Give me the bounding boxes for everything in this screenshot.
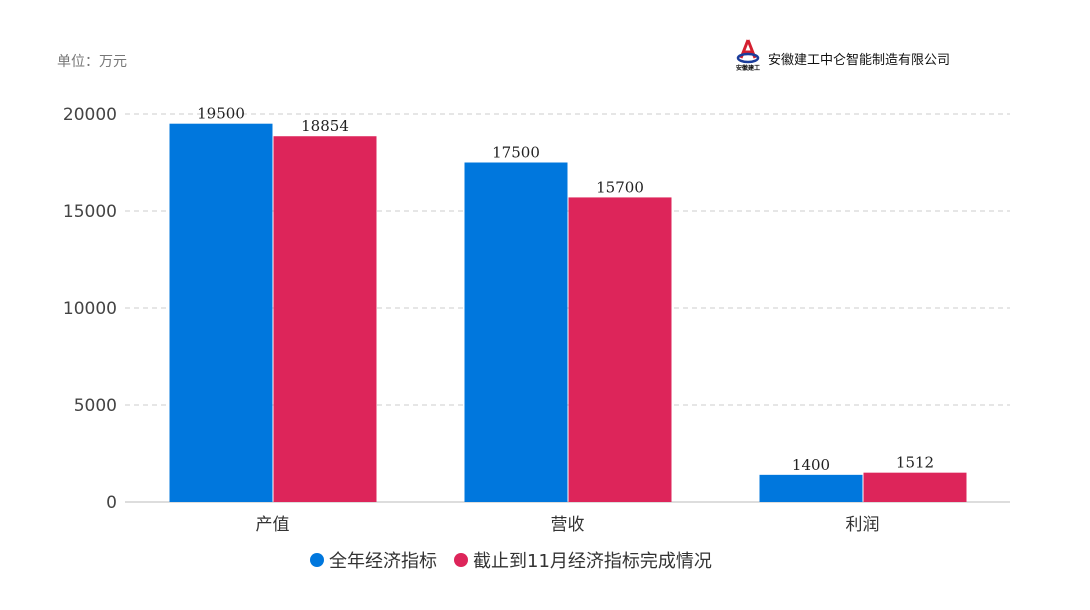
bar: [169, 123, 273, 502]
bar: [568, 197, 672, 503]
data-label: 15700: [596, 178, 644, 196]
y-tick-label: 10000: [63, 299, 117, 319]
data-label: 17500: [492, 144, 540, 162]
y-tick-label: 20000: [63, 105, 117, 125]
y-tick-label: 5000: [74, 396, 117, 416]
y-tick-label: 0: [106, 493, 117, 513]
y-tick-label: 15000: [63, 202, 117, 222]
unit-label: 单位：万元: [57, 54, 127, 70]
svg-text:安徽建工: 安徽建工: [736, 64, 760, 72]
legend-item: 截止到11月经济指标完成情况: [473, 551, 712, 572]
x-tick-label: 营收: [551, 515, 585, 535]
data-label: 1400: [792, 456, 830, 474]
bar: [273, 136, 377, 502]
legend-item: 全年经济指标: [329, 551, 437, 572]
x-tick-label: 利润: [846, 515, 880, 535]
bar: [464, 162, 568, 502]
legend-marker: [454, 553, 468, 567]
x-tick-label: 产值: [256, 515, 290, 535]
company-logo: 安徽建工: [736, 39, 760, 72]
legend-marker: [310, 553, 324, 567]
bar: [759, 474, 863, 502]
data-label: 1512: [896, 454, 934, 472]
bar: [863, 472, 967, 502]
company-name: 安徽建工中仑智能制造有限公司: [768, 53, 950, 68]
data-label: 18854: [301, 117, 349, 135]
data-label: 19500: [197, 105, 245, 123]
